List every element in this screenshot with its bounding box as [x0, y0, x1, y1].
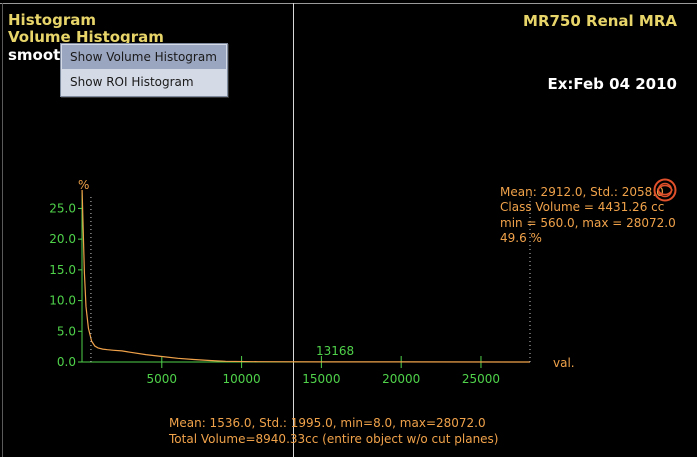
cursor-value-readout: 13168	[316, 344, 355, 358]
x-tick-label: 15000	[302, 372, 340, 386]
exam-date: Ex:Feb 04 2010	[547, 75, 677, 93]
x-axis-label: val.	[553, 356, 575, 370]
histogram-context-menu[interactable]: Show Volume Histogram Show ROI Histogram	[60, 43, 228, 97]
y-tick-label: 15.0	[49, 263, 76, 277]
class-stats-volume: Class Volume = 4431.26 cc	[500, 200, 665, 214]
panel-subtitle: Volume Histogram	[8, 28, 164, 46]
x-tick-label: 5000	[147, 372, 178, 386]
total-volume-summary: Total Volume=8940.33cc (entire object w/…	[169, 432, 499, 446]
histogram-curve	[81, 189, 531, 363]
class-stats-range: min = 560.0, max = 28072.0	[500, 216, 676, 230]
menu-item-show-roi-histogram[interactable]: Show ROI Histogram	[70, 75, 194, 89]
viewport-top-border	[0, 3, 697, 4]
menu-item-show-volume-histogram[interactable]: Show Volume Histogram	[62, 45, 226, 69]
y-tick-label: 5.0	[57, 324, 76, 338]
y-tick-label: 0.0	[57, 355, 76, 369]
smoothing-label: smoot	[8, 46, 61, 64]
y-tick-label: 20.0	[49, 232, 76, 246]
study-title: MR750 Renal MRA	[523, 12, 677, 30]
viewport-divider[interactable]	[293, 3, 294, 457]
viewport-left-border	[2, 3, 3, 457]
x-tick-label: 10000	[222, 372, 260, 386]
class-stats-mean: Mean: 2912.0, Std.: 2058.0	[500, 185, 664, 199]
y-axis-unit-label: %	[78, 178, 90, 192]
panel-title: Histogram	[8, 11, 96, 29]
class-stats-percent: 49.6 %	[500, 231, 542, 245]
y-tick-label: 10.0	[49, 294, 76, 308]
total-stats-summary: Mean: 1536.0, Std.: 1995.0, min=8.0, max…	[169, 416, 486, 430]
x-tick-label: 20000	[382, 372, 420, 386]
y-tick-label: 25.0	[49, 201, 76, 215]
x-tick-label: 25000	[462, 372, 500, 386]
ge-logo-icon	[653, 178, 677, 202]
